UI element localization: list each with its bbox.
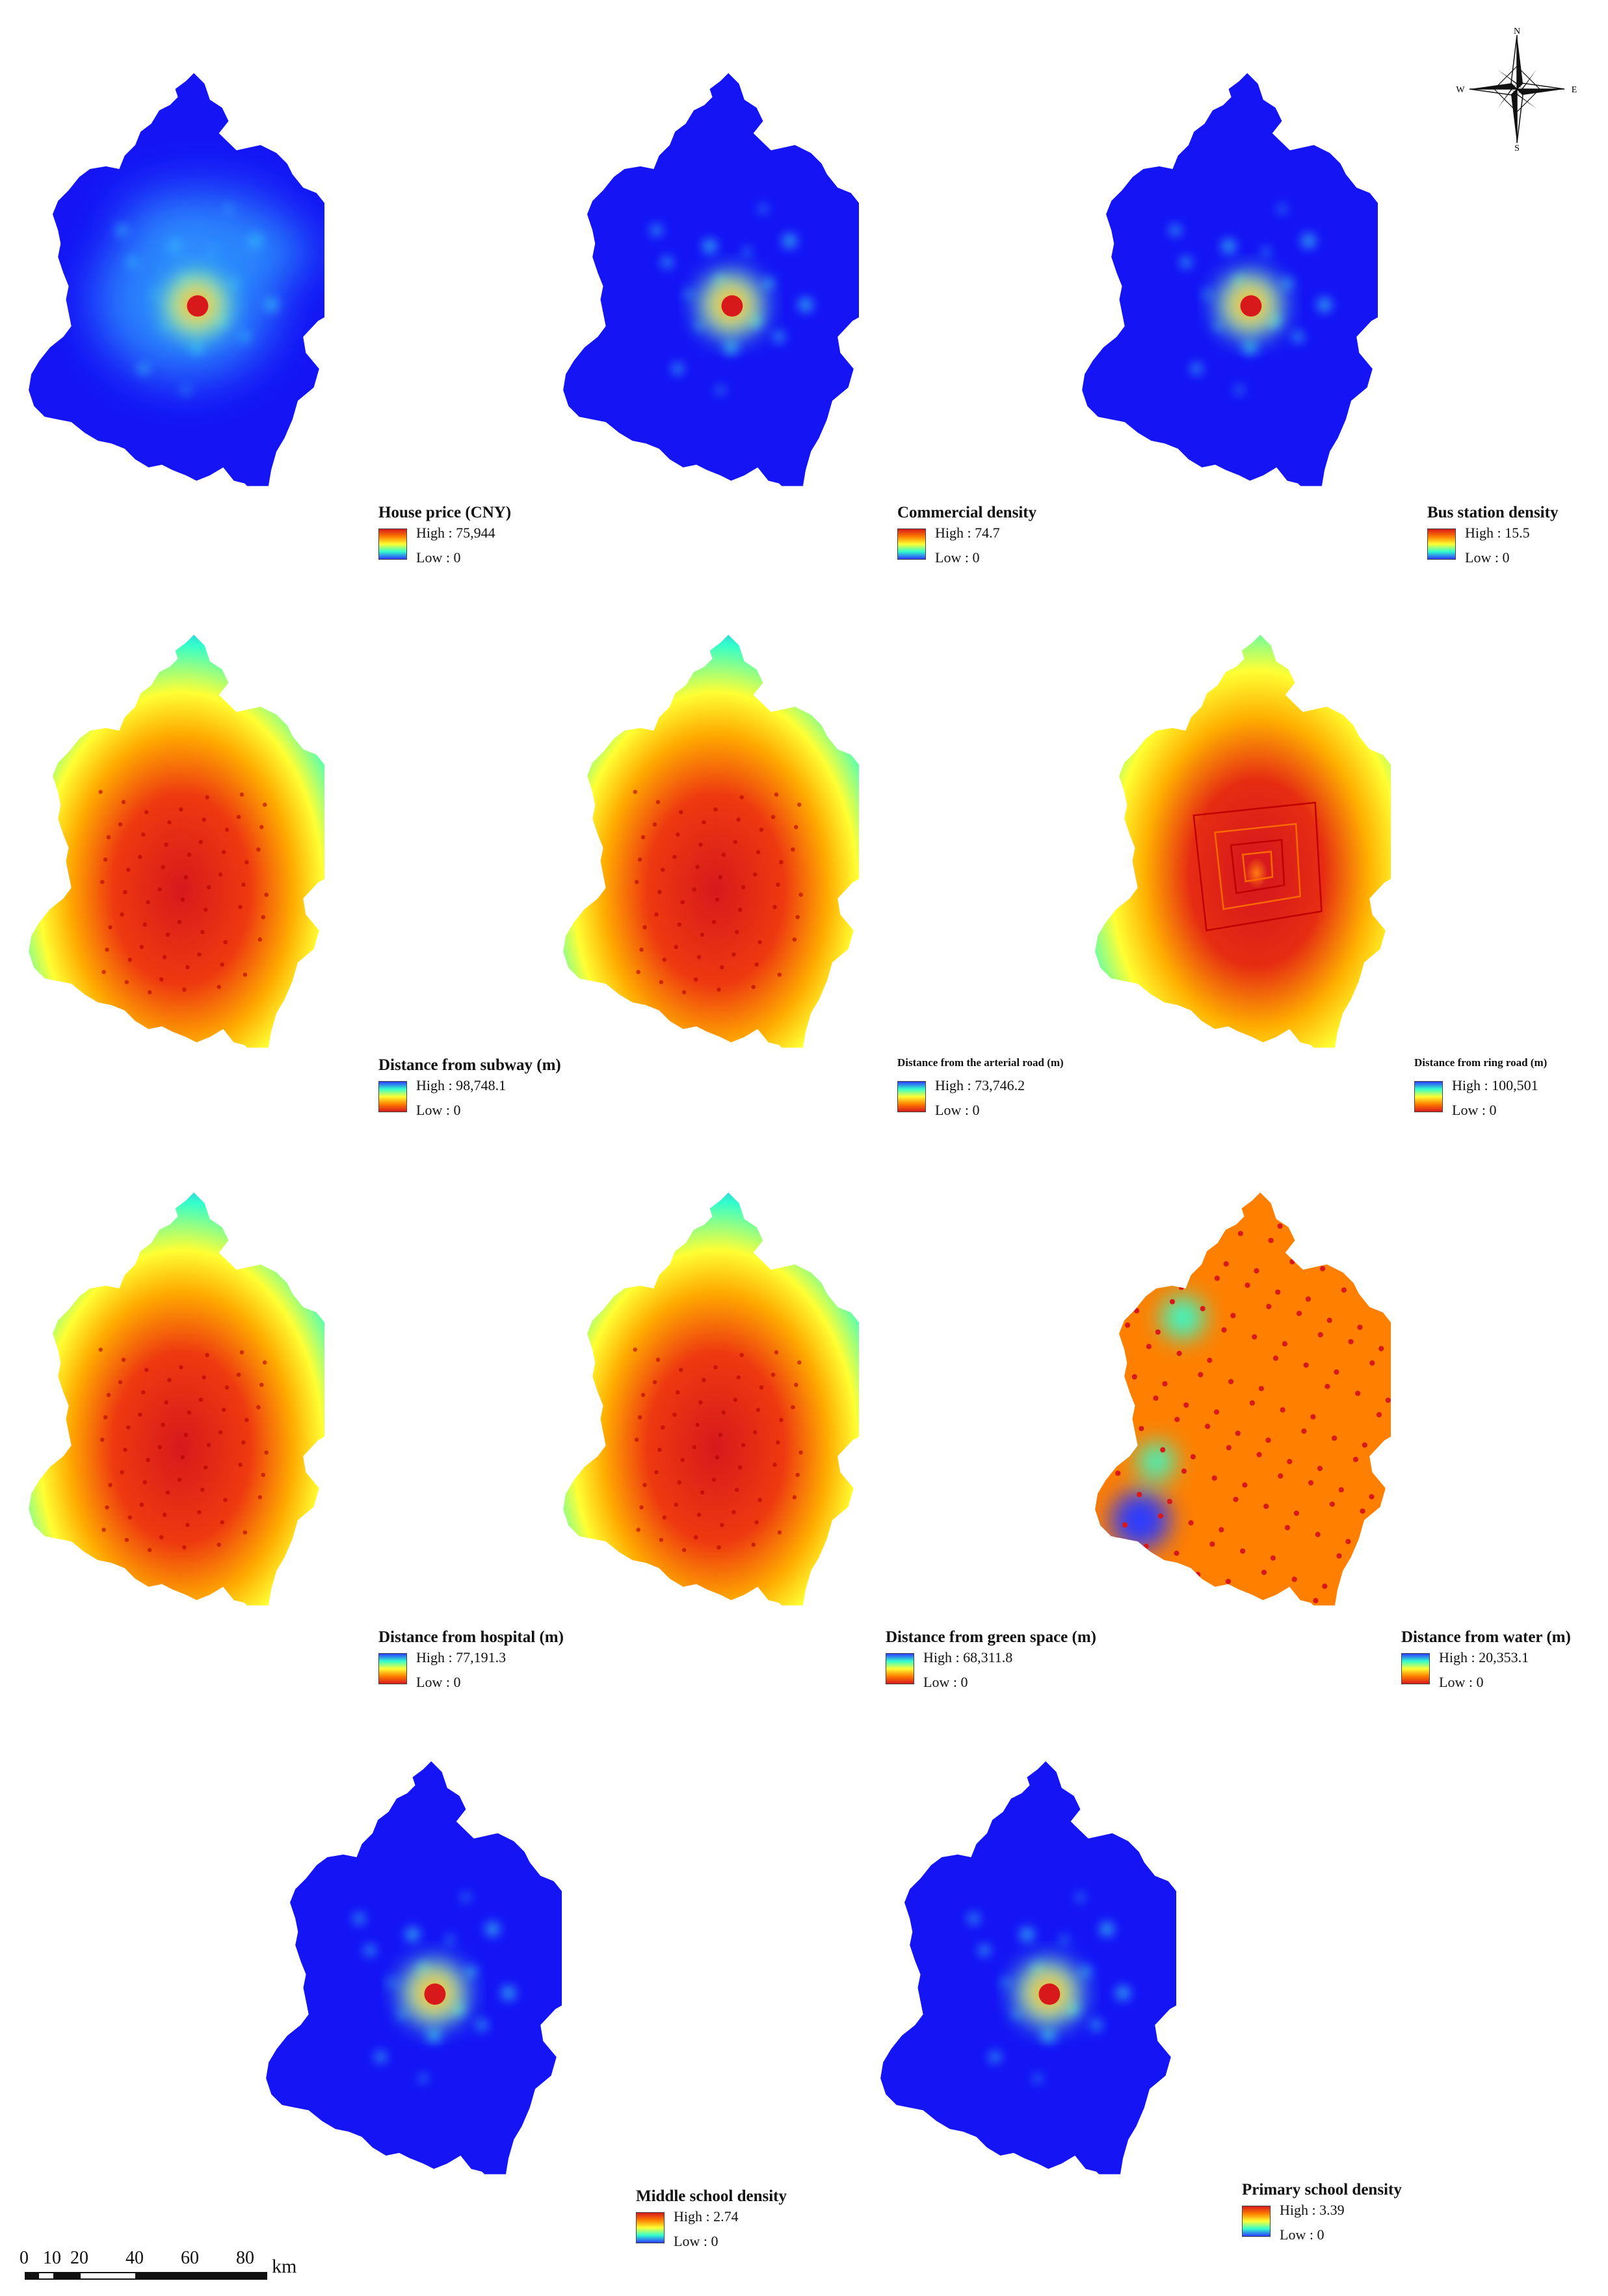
legend-low: Low : 0 — [416, 1102, 461, 1118]
map-panel — [263, 1758, 562, 2174]
legend-color-ramp — [636, 2212, 665, 2243]
beijing-map — [29, 634, 324, 1048]
legend-title: Primary school density — [1242, 2181, 1402, 2198]
map-panel — [1079, 70, 1378, 486]
legend-low: Low : 0 — [416, 549, 461, 566]
legend-color-ramp — [897, 528, 926, 560]
legend-high: High : 68,311.8 — [923, 1649, 1013, 1665]
legend-low: Low : 0 — [1280, 2226, 1325, 2243]
compass-w: W — [1456, 85, 1465, 95]
map-panel — [1092, 1190, 1391, 1606]
legend-high: High : 2.74 — [674, 2208, 739, 2224]
legend-color-ramp — [1414, 1081, 1443, 1112]
legend-color-ramp — [886, 1653, 914, 1684]
legend-high: High : 100,501 — [1452, 1077, 1538, 1093]
legend-low: Low : 0 — [1439, 1674, 1484, 1690]
legend-low: Low : 0 — [674, 2233, 718, 2249]
map-panel — [560, 1190, 859, 1606]
beijing-map — [563, 634, 859, 1048]
scale-unit: km — [272, 2256, 297, 2277]
map-panel — [878, 1758, 1176, 2174]
legend-title: Distance from water (m) — [1401, 1628, 1571, 1646]
legend-low: Low : 0 — [935, 549, 980, 566]
legend-title: House price (CNY) — [378, 504, 512, 521]
legend-title: Distance from subway (m) — [378, 1056, 561, 1074]
legend-title: Commercial density — [897, 504, 1037, 521]
beijing-map — [266, 1761, 562, 2174]
scale-tick-60: 60 — [181, 2248, 199, 2268]
legend-high: High : 98,748.1 — [416, 1077, 507, 1093]
legend-high: High : 73,746.2 — [935, 1077, 1025, 1093]
compass-e: E — [1572, 85, 1577, 95]
legend-low: Low : 0 — [923, 1674, 968, 1690]
beijing-map — [1082, 73, 1378, 486]
scale-tick-0: 0 — [20, 2248, 29, 2268]
legend-color-ramp — [897, 1081, 926, 1112]
scale-bar: 0 10 20 40 60 80 km — [20, 2248, 297, 2287]
legend-color-ramp — [378, 1081, 407, 1112]
beijing-map — [563, 73, 859, 486]
legend-title: Distance from hospital (m) — [378, 1628, 564, 1646]
legend-low: Low : 0 — [416, 1674, 461, 1690]
beijing-map — [880, 1761, 1176, 2174]
north-arrow: N S E W — [1455, 27, 1579, 153]
legend-color-ramp — [1242, 2206, 1271, 2237]
legend-title: Middle school density — [636, 2187, 787, 2205]
legend-low: Low : 0 — [1465, 549, 1510, 566]
legend-title: Distance from the arterial road (m) — [897, 1056, 1064, 1069]
map-panel — [560, 632, 859, 1048]
beijing-map — [29, 73, 324, 486]
legend-high: High : 77,191.3 — [416, 1649, 507, 1665]
legend-high: High : 3.39 — [1280, 2202, 1345, 2218]
compass-rose-icon: N S E W — [1456, 27, 1577, 153]
map-panel — [1092, 632, 1391, 1048]
map-panel — [26, 70, 324, 486]
legend-low: Low : 0 — [1452, 1102, 1497, 1118]
legend-color-ramp — [1401, 1653, 1430, 1684]
legend-color-ramp — [1427, 528, 1456, 560]
map-panel — [26, 632, 324, 1048]
legend-high: High : 15.5 — [1465, 525, 1530, 541]
legend-high: High : 74.7 — [935, 525, 1000, 541]
legend-low: Low : 0 — [935, 1102, 980, 1118]
legend-high: High : 75,944 — [416, 525, 495, 541]
beijing-map — [29, 1192, 324, 1606]
legend-title: Bus station density — [1427, 504, 1559, 521]
compass-s: S — [1514, 144, 1520, 151]
legend-color-ramp — [378, 1653, 407, 1684]
legend-color-ramp — [378, 528, 407, 560]
beijing-map — [1095, 1192, 1391, 1606]
beijing-map — [563, 1192, 859, 1606]
legend-title: Distance from ring road (m) — [1414, 1056, 1548, 1069]
scale-tick-10: 10 — [43, 2248, 61, 2268]
scale-bar-graphic — [25, 2272, 267, 2280]
map-panel — [26, 1190, 324, 1606]
scale-tick-80: 80 — [236, 2248, 254, 2268]
legend-title: Distance from green space (m) — [886, 1628, 1096, 1646]
legend-high: High : 20,353.1 — [1439, 1649, 1529, 1665]
scale-tick-40: 40 — [125, 2248, 144, 2268]
compass-n: N — [1514, 27, 1520, 36]
scale-tick-20: 20 — [70, 2248, 88, 2268]
beijing-map — [1095, 634, 1391, 1048]
map-panel — [560, 70, 859, 486]
